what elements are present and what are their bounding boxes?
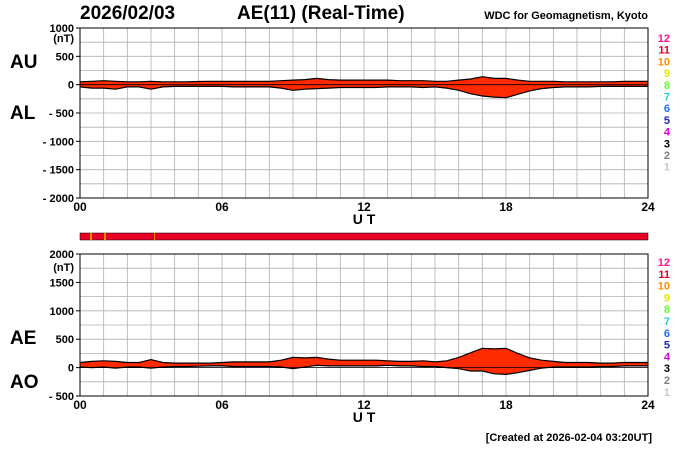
station-count-label: 3 bbox=[664, 363, 670, 375]
au-label: AU bbox=[10, 52, 38, 73]
y-tick-label: 500 bbox=[56, 334, 74, 346]
station-count-label: 7 bbox=[664, 92, 670, 104]
station-count-label: 5 bbox=[664, 115, 670, 127]
station-count-label: 1 bbox=[664, 162, 670, 174]
station-count-label: 2 bbox=[664, 150, 670, 162]
x-axis-label: U T bbox=[353, 211, 376, 227]
station-count-label: 9 bbox=[664, 68, 670, 80]
al-label: AL bbox=[10, 103, 36, 124]
station-count-label: 10 bbox=[658, 56, 670, 68]
y-unit-label: (nT) bbox=[53, 262, 74, 274]
y-tick-label: 0 bbox=[68, 363, 74, 375]
series-line-al bbox=[79, 85, 648, 99]
station-count-label: 2 bbox=[664, 375, 670, 387]
x-tick-label: 00 bbox=[73, 200, 87, 214]
series-line-ao bbox=[79, 364, 648, 376]
y-tick-label: - 2000 bbox=[43, 193, 74, 205]
y-tick-label: 1000 bbox=[50, 23, 74, 35]
y-tick-label: - 1500 bbox=[43, 165, 74, 177]
station-count-label: 6 bbox=[664, 103, 670, 115]
y-tick-label: - 500 bbox=[49, 108, 74, 120]
x-tick-label: 24 bbox=[641, 398, 655, 412]
coverage-gap-mark bbox=[104, 233, 106, 240]
ae-label: AE bbox=[10, 328, 37, 349]
station-count-label: 10 bbox=[658, 281, 670, 293]
x-tick-label: 00 bbox=[73, 398, 87, 412]
y-tick-label: 2000 bbox=[50, 249, 74, 261]
plot-frame bbox=[79, 253, 649, 397]
x-axis-label: U T bbox=[353, 409, 376, 425]
y-tick-label: 1500 bbox=[50, 277, 74, 289]
x-tick-label: 12 bbox=[357, 200, 371, 214]
coverage-gap-mark bbox=[154, 233, 155, 240]
station-count-label: 8 bbox=[664, 304, 670, 316]
station-count-label: 6 bbox=[664, 328, 670, 340]
coverage-bar bbox=[79, 232, 649, 241]
coverage-gap-mark bbox=[90, 233, 92, 240]
station-count-label: 11 bbox=[658, 269, 670, 281]
ao-label: AO bbox=[10, 372, 39, 393]
station-count-label: 11 bbox=[658, 45, 670, 57]
plot-date: 2026/02/03 bbox=[80, 3, 176, 24]
station-count-label: 4 bbox=[664, 351, 671, 363]
created-timestamp: [Created at 2026-02-04 03:20UT] bbox=[485, 432, 652, 444]
y-tick-label: 1000 bbox=[50, 306, 74, 318]
station-coverage-strip bbox=[79, 232, 649, 241]
station-count-label: 12 bbox=[658, 33, 670, 45]
data-source-label: WDC for Geomagnetism, Kyoto bbox=[484, 10, 648, 22]
x-tick-label: 12 bbox=[357, 398, 371, 412]
y-tick-label: 500 bbox=[56, 51, 74, 63]
y-tick-label: - 500 bbox=[49, 391, 74, 403]
station-count-label: 4 bbox=[664, 127, 671, 139]
station-count-label: 3 bbox=[664, 138, 670, 150]
series-line-ae bbox=[79, 347, 648, 364]
station-count-label: 8 bbox=[664, 80, 670, 92]
x-tick-label: 06 bbox=[215, 398, 229, 412]
station-count-label: 9 bbox=[664, 292, 670, 304]
plot-title: AE(11) (Real-Time) bbox=[237, 3, 405, 24]
x-tick-label: 18 bbox=[499, 200, 513, 214]
x-tick-label: 06 bbox=[215, 200, 229, 214]
station-count-label: 7 bbox=[664, 316, 670, 328]
panel-1: 1000 500 0 - 500 - 1000 - 1500 - 2000 (nT) 00 06 1… bbox=[43, 23, 671, 227]
station-count-label: 12 bbox=[658, 257, 670, 269]
station-count-label: 1 bbox=[664, 387, 670, 399]
x-tick-label: 24 bbox=[641, 200, 655, 214]
station-count-label: 5 bbox=[664, 340, 670, 352]
y-tick-label: - 1000 bbox=[43, 136, 74, 148]
y-unit-label: (nT) bbox=[53, 33, 74, 45]
x-tick-label: 18 bbox=[499, 398, 513, 412]
y-tick-label: 0 bbox=[68, 80, 74, 92]
series-line-au bbox=[79, 76, 648, 83]
